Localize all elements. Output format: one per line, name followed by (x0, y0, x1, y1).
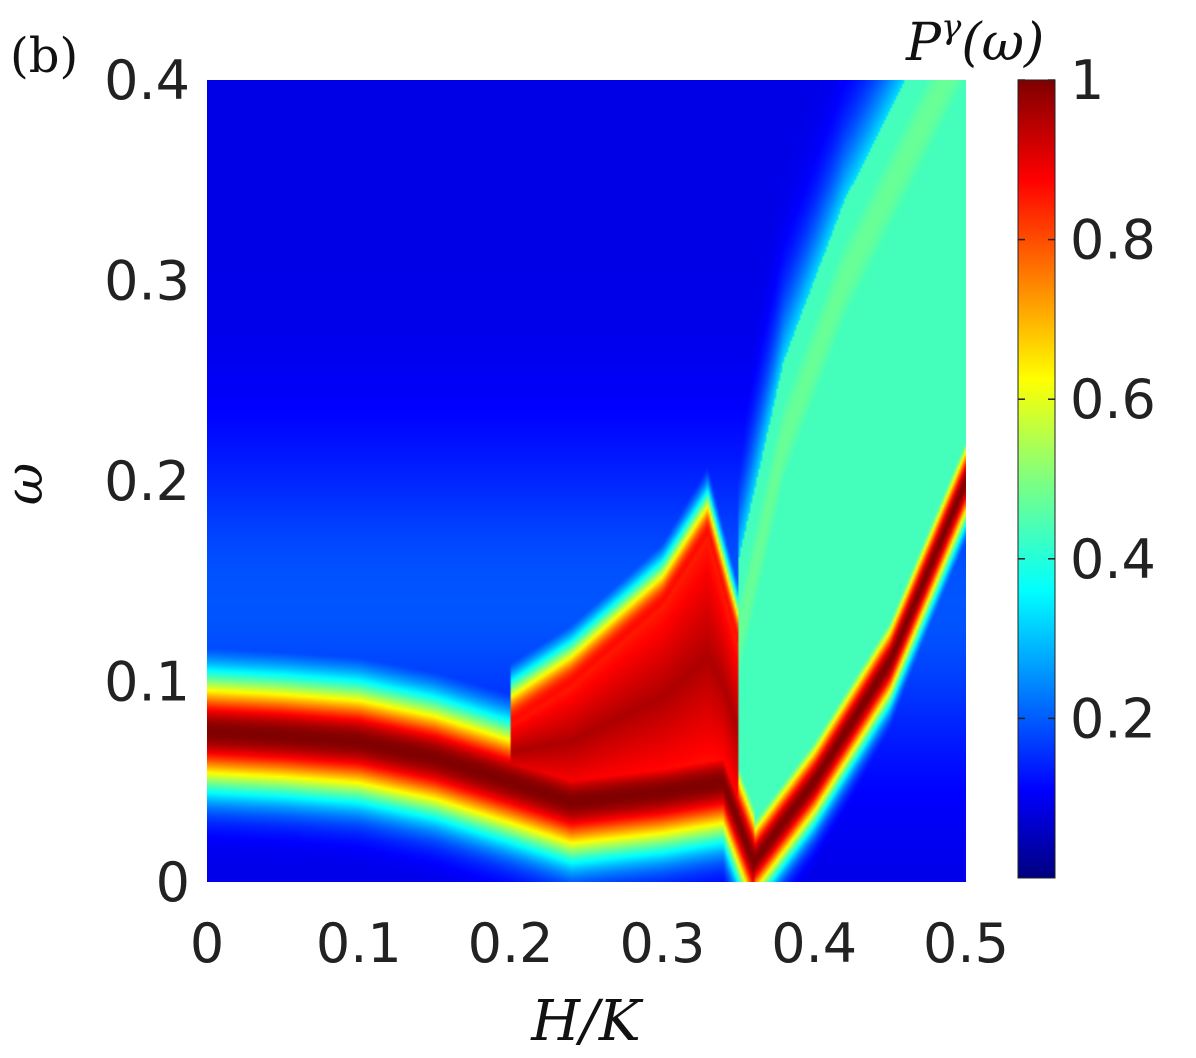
y-tick-label: 0.4 (104, 49, 190, 112)
panel-label: (b) (10, 28, 78, 84)
y-tick-label: 0 (156, 851, 190, 914)
colorbar-tick-label: 0.6 (1070, 368, 1156, 431)
colorbar: 0.2 0.4 0.6 0.8 1 Pγ(ω) (905, 7, 1156, 879)
colorbar-label-arg: (ω) (961, 13, 1044, 73)
y-tick-label: 0.1 (104, 651, 190, 714)
x-axis-ticks: 0 0.1 0.2 0.3 0.4 0.5 (190, 912, 1009, 975)
y-tick-label: 0.2 (104, 450, 190, 513)
x-tick-label: 0.5 (923, 912, 1009, 975)
x-tick-label: 0.2 (468, 912, 554, 975)
colorbar-label: Pγ(ω) (905, 7, 1044, 73)
y-axis-label: ω (0, 463, 55, 505)
y-axis-ticks: 0 0.1 0.2 0.3 0.4 (104, 49, 190, 914)
colorbar-tick-label: 0.4 (1070, 528, 1156, 591)
colorbar-gradient (1017, 79, 1056, 879)
x-tick-label: 0.1 (316, 912, 402, 975)
heatmap-image (207, 80, 966, 882)
x-tick-label: 0 (190, 912, 224, 975)
colorbar-label-base: P (905, 13, 942, 73)
colorbar-tick-label: 0.8 (1070, 209, 1156, 272)
colorbar-tick-label: 1 (1070, 49, 1104, 112)
colorbar-label-sup: γ (941, 7, 962, 47)
x-tick-label: 0.4 (771, 912, 857, 975)
x-tick-label: 0.3 (619, 912, 705, 975)
y-tick-label: 0.3 (104, 250, 190, 313)
x-axis-label: H/K (530, 989, 644, 1054)
colorbar-ticks: 0.2 0.4 0.6 0.8 1 (1018, 49, 1156, 750)
colorbar-tick-label: 0.2 (1070, 687, 1156, 750)
plot-area (207, 80, 966, 882)
